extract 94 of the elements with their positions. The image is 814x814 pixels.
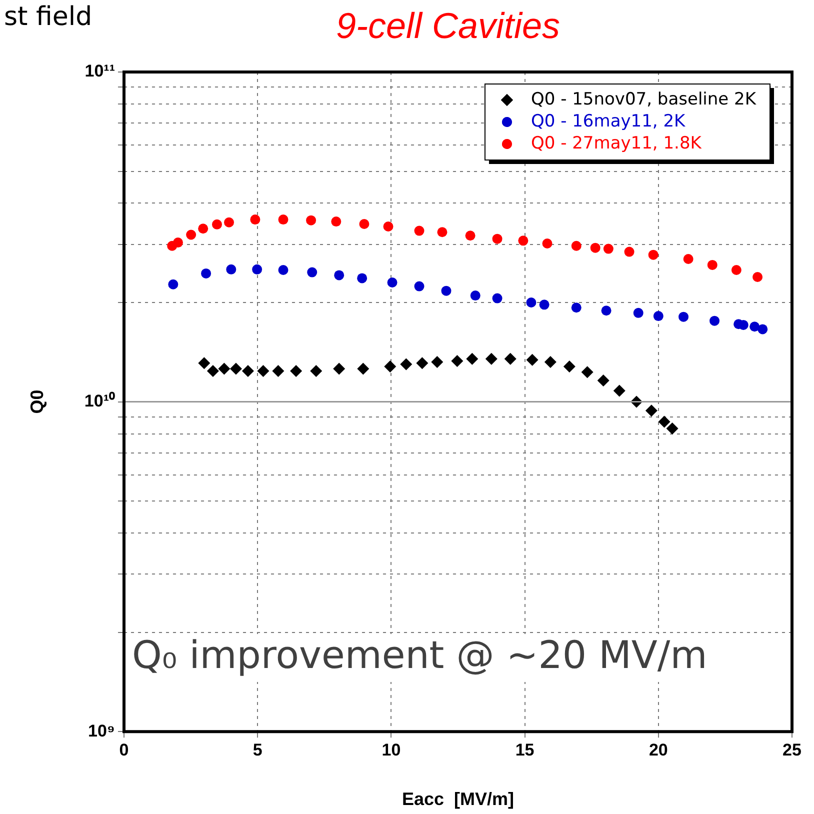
- point: [414, 281, 424, 292]
- point: [278, 264, 288, 275]
- point: [383, 222, 394, 232]
- point: [333, 362, 346, 375]
- point: [257, 364, 270, 377]
- point: [658, 416, 670, 428]
- point: [172, 238, 183, 248]
- point: [470, 290, 480, 301]
- point: [758, 324, 768, 334]
- point: [451, 354, 464, 367]
- point: [465, 230, 476, 241]
- point: [306, 215, 316, 226]
- point: [526, 354, 538, 366]
- x-tick-label: 0: [119, 740, 129, 760]
- point: [201, 268, 212, 278]
- x-tick-label: 10: [382, 740, 401, 760]
- point: [431, 356, 444, 368]
- point: [224, 217, 234, 228]
- point: [648, 250, 658, 260]
- point: [518, 236, 528, 246]
- point: [603, 244, 614, 254]
- point: [571, 240, 582, 251]
- point: [504, 352, 516, 365]
- point: [168, 279, 178, 290]
- point: [601, 306, 612, 316]
- point: [752, 272, 763, 282]
- annotation: Q₀ improvement @ ~20 MV/m: [132, 632, 708, 677]
- point: [750, 322, 760, 332]
- legend-label: Q0 - 15nov07, baseline 2K: [530, 89, 757, 110]
- point: [252, 264, 262, 274]
- point: [437, 227, 448, 238]
- x-tick-label: 15: [515, 740, 534, 760]
- point: [357, 362, 370, 375]
- point: [731, 264, 742, 275]
- point: [400, 358, 412, 370]
- point: [707, 260, 718, 270]
- point: [571, 302, 582, 313]
- x-tick-label: 25: [782, 740, 802, 760]
- point: [563, 360, 576, 372]
- point: [278, 214, 288, 225]
- point: [678, 312, 689, 322]
- point: [250, 214, 260, 225]
- point: [624, 246, 634, 257]
- point: [206, 364, 219, 377]
- point: [242, 364, 254, 377]
- x-axis-title: Eacc [MV/m]: [402, 788, 514, 809]
- point: [653, 311, 664, 322]
- point: [590, 242, 600, 253]
- y-tick-label: 10¹¹: [84, 62, 116, 81]
- point: [645, 404, 658, 417]
- point: [226, 264, 236, 274]
- point: [416, 357, 428, 370]
- point: [359, 219, 370, 230]
- point: [218, 362, 230, 375]
- point: [613, 384, 626, 397]
- point: [272, 364, 284, 377]
- point: [186, 230, 196, 240]
- point: [666, 422, 678, 434]
- point: [441, 286, 452, 296]
- y-tick-label: 10⁹: [88, 721, 115, 740]
- chart-title: 9-cell Cavities: [336, 5, 560, 46]
- point: [357, 273, 368, 284]
- point: [710, 316, 720, 326]
- point: [212, 219, 222, 230]
- point: [492, 234, 502, 244]
- point: [310, 364, 322, 377]
- y-axis-title: Q0: [26, 390, 47, 414]
- point: [542, 238, 552, 248]
- point: [597, 374, 610, 387]
- point: [683, 254, 694, 264]
- text: st field: [4, 2, 92, 32]
- point: [526, 298, 536, 308]
- legend-label: Q0 - 27may11, 1.8K: [530, 133, 702, 154]
- point: [307, 267, 318, 278]
- point: [290, 364, 302, 377]
- point: [384, 360, 396, 372]
- legend-label: Q0 - 16may11, 2K: [530, 111, 686, 132]
- point: [492, 293, 502, 304]
- point: [387, 278, 398, 288]
- point: [539, 300, 550, 310]
- point: [334, 270, 344, 280]
- point: [230, 362, 242, 375]
- point: [198, 357, 210, 370]
- x-tick-label: 20: [648, 740, 668, 760]
- point: [466, 352, 478, 365]
- point: [198, 224, 208, 234]
- point: [544, 356, 556, 368]
- x-tick-label: 5: [252, 740, 262, 760]
- y-tick-label: 10¹⁰: [84, 391, 115, 410]
- point: [485, 352, 498, 365]
- point: [331, 216, 342, 227]
- point: [414, 226, 424, 236]
- point: [581, 366, 594, 378]
- point: [633, 308, 644, 318]
